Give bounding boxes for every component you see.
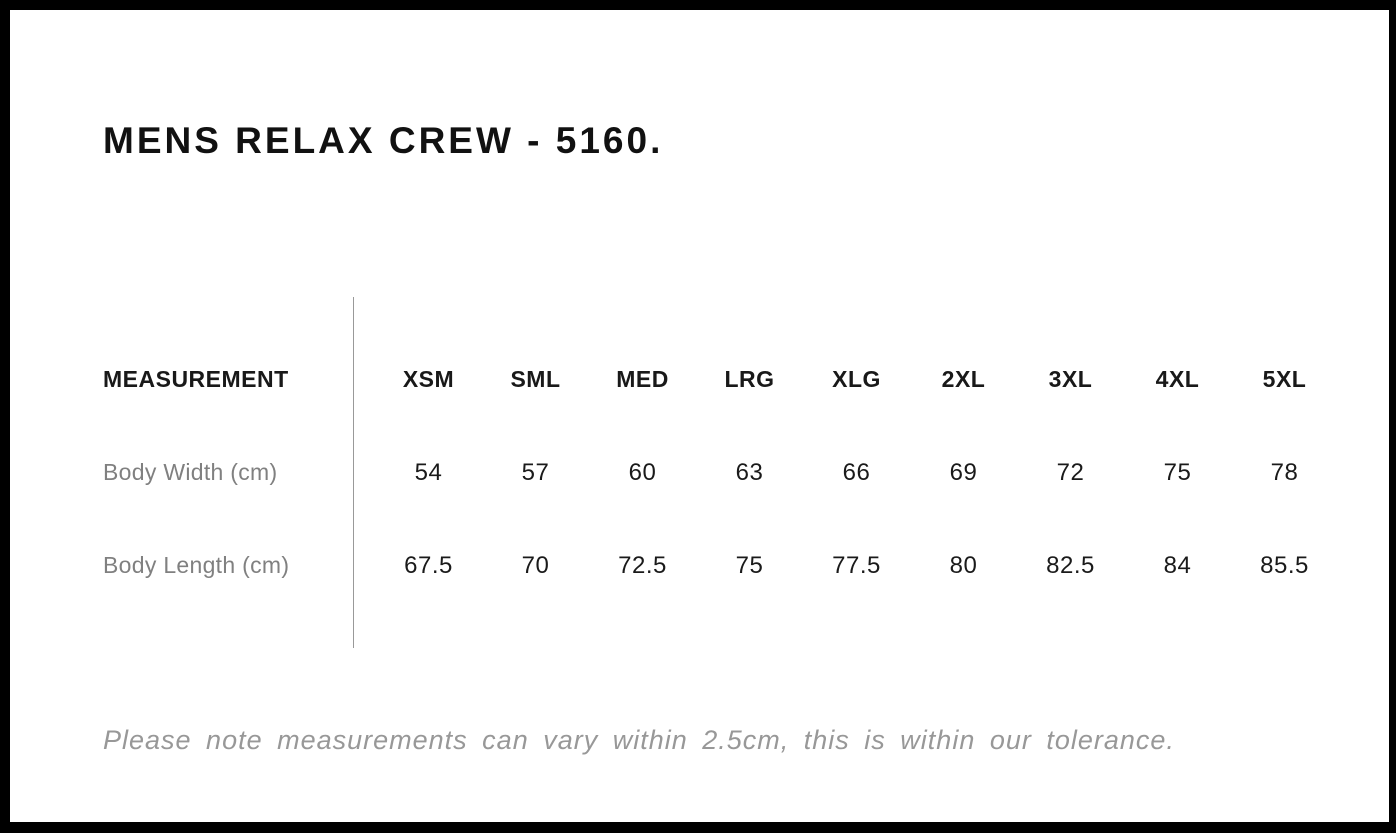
size-header-xlg: XLG xyxy=(832,366,881,392)
body-width-4xl: 75 xyxy=(1163,458,1192,486)
body-width-xlg: 66 xyxy=(842,458,871,486)
size-header-2xl: 2XL xyxy=(941,366,986,392)
body-length-xlg: 77.5 xyxy=(832,551,881,579)
body-width-lrg: 63 xyxy=(735,458,764,486)
size-header-lrg: LRG xyxy=(724,366,775,392)
row-label-body-length: Body Length (cm) xyxy=(103,552,290,578)
body-width-5xl: 78 xyxy=(1270,458,1299,486)
body-length-med: 72.5 xyxy=(618,551,667,579)
size-guide-page: MENS RELAX CREW - 5160. MEASUREMENT XSM … xyxy=(10,10,1389,822)
body-length-2xl: 80 xyxy=(949,551,978,579)
body-length-3xl: 82.5 xyxy=(1046,551,1095,579)
size-header-sml: SML xyxy=(510,366,561,392)
size-header-5xl: 5XL xyxy=(1262,366,1307,392)
body-width-sml: 57 xyxy=(521,458,550,486)
body-length-5xl: 85.5 xyxy=(1260,551,1309,579)
tolerance-note: Please note measurements can vary within… xyxy=(103,725,1175,755)
size-chart-table: MEASUREMENT XSM SML MED LRG XLG 2XL 3XL … xyxy=(103,297,1338,648)
body-length-sml: 70 xyxy=(521,551,550,579)
size-header-med: MED xyxy=(616,366,669,392)
size-header-3xl: 3XL xyxy=(1048,366,1093,392)
body-width-3xl: 72 xyxy=(1056,458,1085,486)
row-label-body-width: Body Width (cm) xyxy=(103,459,278,485)
body-width-xsm: 54 xyxy=(414,458,443,486)
body-length-xsm: 67.5 xyxy=(404,551,453,579)
size-header-4xl: 4XL xyxy=(1155,366,1200,392)
page-title: MENS RELAX CREW - 5160. xyxy=(103,120,664,161)
body-length-4xl: 84 xyxy=(1163,551,1192,579)
body-length-lrg: 75 xyxy=(735,551,764,579)
size-header-xsm: XSM xyxy=(402,366,455,392)
body-width-med: 60 xyxy=(628,458,657,486)
body-width-2xl: 69 xyxy=(949,458,978,486)
measurement-column-header: MEASUREMENT xyxy=(103,366,289,392)
